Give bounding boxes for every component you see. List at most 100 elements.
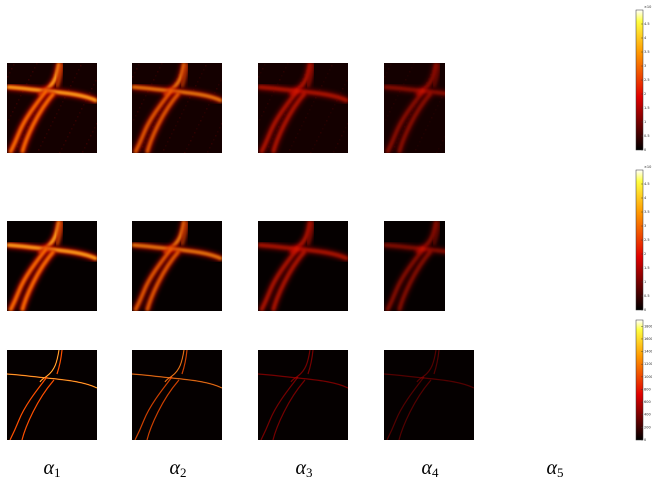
noise xyxy=(385,119,387,121)
noise xyxy=(322,128,324,130)
colorbar-tick-label: 2 xyxy=(644,92,646,96)
noise xyxy=(312,148,314,150)
noise xyxy=(221,123,223,125)
noise xyxy=(46,133,48,135)
noise xyxy=(328,116,330,118)
noise xyxy=(331,65,333,67)
noise xyxy=(461,147,463,149)
noise xyxy=(141,103,143,105)
noise xyxy=(91,88,93,90)
colorbar-tick-label: 0 xyxy=(644,308,646,312)
noise xyxy=(199,77,201,79)
noise xyxy=(143,99,145,101)
noise xyxy=(411,67,413,69)
noise xyxy=(69,132,71,134)
label-symbol: α xyxy=(422,457,433,477)
label-subscript: 2 xyxy=(180,465,187,477)
noise xyxy=(159,67,161,69)
noise xyxy=(8,119,10,121)
noise xyxy=(442,140,444,142)
noise xyxy=(389,111,391,113)
noise xyxy=(429,121,431,123)
noise xyxy=(281,75,283,77)
colorbar-tick-label: 0.5 xyxy=(644,294,650,298)
noise xyxy=(344,84,346,86)
noise xyxy=(197,81,199,83)
colorbar-tick-label: 4 xyxy=(644,196,647,200)
noise xyxy=(200,120,202,122)
colorbar-tick-label: 3 xyxy=(644,64,646,68)
image-panel xyxy=(132,221,222,311)
noise xyxy=(146,138,148,140)
noise xyxy=(157,71,159,73)
noise xyxy=(444,136,446,138)
noise xyxy=(452,120,454,122)
noise xyxy=(137,111,139,113)
noise xyxy=(188,144,190,146)
noise xyxy=(90,135,92,137)
noise xyxy=(258,76,260,78)
noise xyxy=(409,71,411,73)
noise xyxy=(315,97,317,99)
panel-background xyxy=(132,221,222,311)
noise xyxy=(453,73,455,75)
noise xyxy=(208,104,210,106)
noise xyxy=(17,146,19,148)
noise xyxy=(198,124,200,126)
noise xyxy=(297,133,299,135)
noise xyxy=(465,139,467,141)
noise xyxy=(153,79,155,81)
noise xyxy=(61,148,63,150)
noise xyxy=(277,83,279,85)
noise xyxy=(177,121,179,123)
noise xyxy=(23,134,25,136)
noise xyxy=(76,73,78,75)
noise xyxy=(262,68,264,70)
noise xyxy=(36,63,38,65)
noise xyxy=(13,64,15,66)
noise xyxy=(332,108,334,110)
noise xyxy=(214,92,216,94)
noise xyxy=(463,143,465,145)
noise xyxy=(311,105,313,107)
noise xyxy=(283,71,285,73)
noise xyxy=(446,132,448,134)
noise xyxy=(215,135,217,137)
image-panel xyxy=(258,350,348,440)
noise xyxy=(52,121,54,123)
panel-background xyxy=(7,350,97,440)
colorbar xyxy=(636,320,643,440)
noise xyxy=(287,63,289,65)
noise xyxy=(204,112,206,114)
colorbar-tick-label: 200 xyxy=(644,425,651,429)
noise xyxy=(132,76,134,78)
noise xyxy=(451,77,453,79)
image-panel xyxy=(258,63,349,154)
colorbar-tick-label: 4.5 xyxy=(644,182,650,186)
noise xyxy=(303,121,305,123)
noise xyxy=(339,139,341,141)
noise xyxy=(80,65,82,67)
colorbar-tick-label: 4.5 xyxy=(644,22,650,26)
noise xyxy=(207,151,209,153)
noise xyxy=(75,120,77,122)
label-symbol: α xyxy=(547,457,558,477)
noise xyxy=(30,75,32,77)
noise xyxy=(299,129,301,131)
noise xyxy=(267,103,269,105)
noise xyxy=(463,143,465,145)
noise xyxy=(468,88,470,90)
noise xyxy=(195,85,197,87)
noise xyxy=(324,124,326,126)
noise xyxy=(32,71,34,73)
noise xyxy=(194,132,196,134)
noise xyxy=(425,129,427,131)
image-panel xyxy=(258,221,348,311)
noise xyxy=(450,124,452,126)
noise xyxy=(192,136,194,138)
label-symbol: α xyxy=(44,457,55,477)
noise xyxy=(11,68,13,70)
noise xyxy=(219,127,221,129)
noise xyxy=(456,112,458,114)
figure: ×1000.511.522.533.544.5×1000.511.522.533… xyxy=(0,0,652,477)
